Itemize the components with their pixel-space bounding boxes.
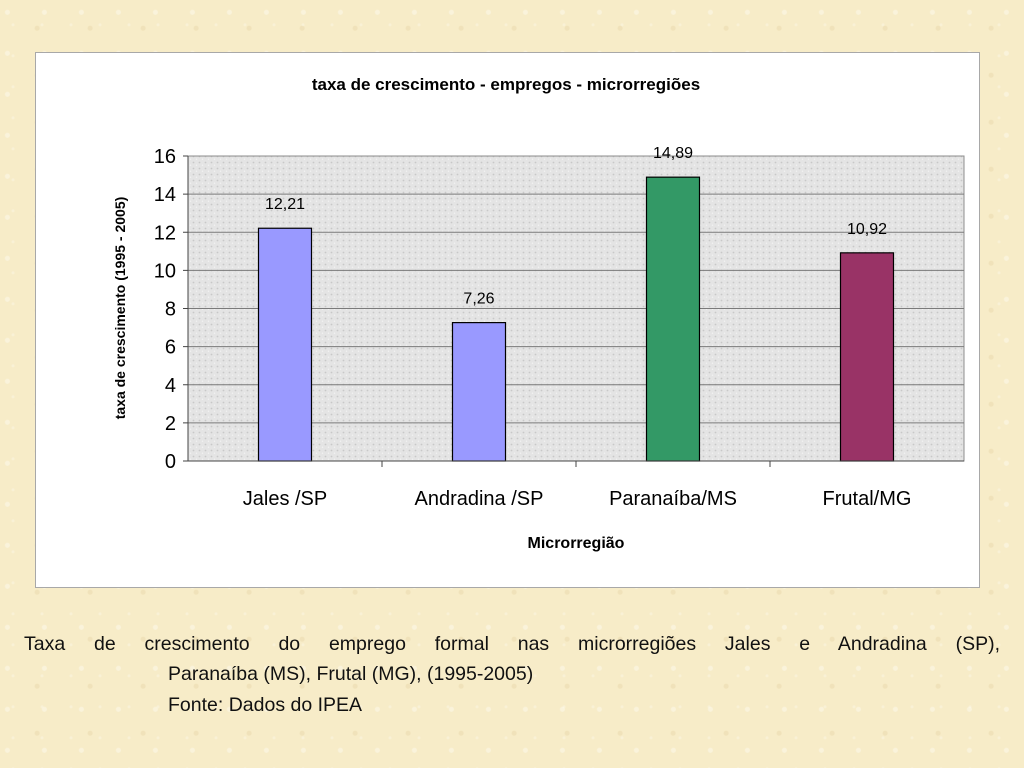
chart-panel: taxa de crescimento - empregos - microrr… [35, 52, 980, 588]
figure-caption-continued: Paranaíba (MS), Frutal (MG), (1995-2005) [168, 663, 534, 685]
y-tick-label: 14 [154, 184, 176, 206]
y-tick-label: 4 [165, 375, 176, 397]
y-tick-label: 10 [154, 260, 176, 282]
x-tick-label: Frutal/MG [823, 488, 912, 510]
x-axis-title: Microrregião [528, 535, 625, 552]
bar-1 [257, 227, 313, 462]
data-label: 12,21 [265, 196, 305, 213]
bars: 12,21 7,26 14,89 10,92 [257, 145, 895, 462]
grid-lines [188, 193, 964, 424]
bar-4 [839, 252, 895, 462]
figure-caption: Taxa de crescimento do emprego formal na… [24, 633, 1000, 655]
y-tick-label: 16 [154, 146, 176, 168]
y-tick-label: 8 [165, 299, 176, 321]
chart-title: taxa de crescimento - empregos - microrr… [312, 75, 700, 94]
y-tick-label: 2 [165, 413, 176, 435]
x-tick-label: Andradina /SP [415, 488, 544, 510]
bar-2 [451, 322, 507, 462]
bar-3 [645, 176, 701, 462]
data-label: 14,89 [653, 145, 693, 162]
y-axis-title: taxa de crescimento (1995 - 2005) [112, 197, 128, 420]
y-tick-label: 6 [165, 337, 176, 359]
figure-source: Fonte: Dados do IPEA [168, 694, 363, 716]
y-axis: 0 2 4 6 8 10 12 14 16 [154, 146, 189, 473]
data-label: 7,26 [463, 291, 494, 308]
x-axis: Jales /SP Andradina /SP Paranaíba/MS Frutal… [188, 460, 964, 510]
x-tick-label: Paranaíba/MS [609, 488, 737, 510]
bar-chart: taxa de crescimento - empregos - microrr… [112, 75, 965, 552]
x-tick-label: Jales /SP [243, 488, 327, 510]
y-tick-label: 12 [154, 222, 176, 244]
data-label: 10,92 [847, 221, 887, 238]
y-tick-label: 0 [165, 451, 176, 473]
